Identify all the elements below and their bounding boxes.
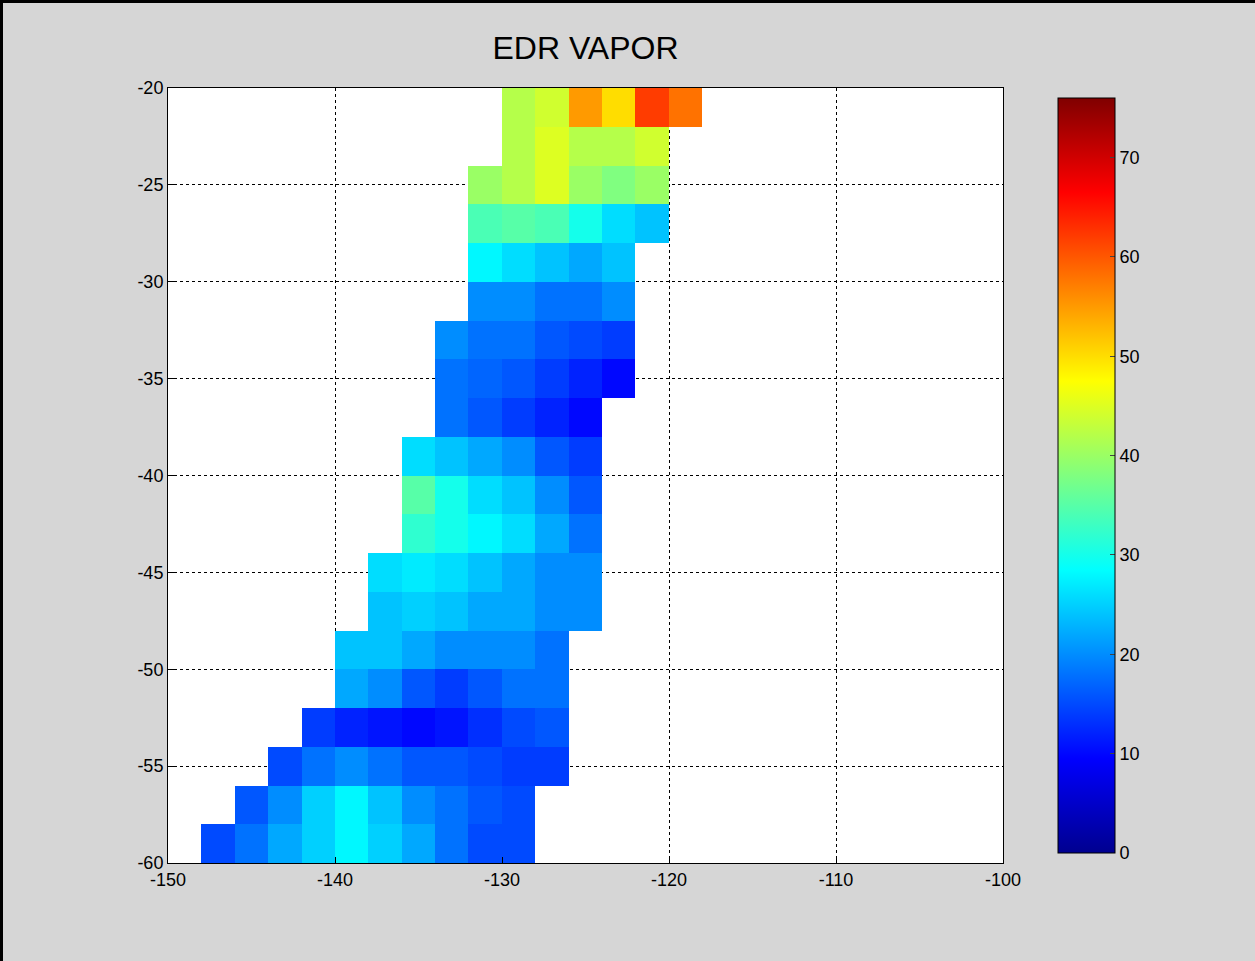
- svg-text:20: 20: [1120, 645, 1140, 665]
- svg-text:0: 0: [1120, 843, 1130, 863]
- svg-text:-35: -35: [137, 369, 163, 389]
- svg-text:-45: -45: [137, 563, 163, 583]
- svg-text:-140: -140: [317, 870, 353, 890]
- svg-text:-60: -60: [137, 853, 163, 873]
- svg-text:-110: -110: [819, 870, 854, 890]
- svg-text:30: 30: [1120, 545, 1140, 565]
- svg-text:-30: -30: [137, 272, 163, 292]
- svg-text:10: 10: [1120, 744, 1140, 764]
- svg-text:EDR VAPOR: EDR VAPOR: [492, 30, 678, 66]
- svg-text:-25: -25: [137, 175, 163, 195]
- svg-text:-20: -20: [137, 78, 163, 98]
- svg-text:-100: -100: [985, 870, 1021, 890]
- svg-text:-50: -50: [137, 660, 163, 680]
- svg-text:-40: -40: [137, 466, 163, 486]
- svg-text:-120: -120: [651, 870, 687, 890]
- svg-text:40: 40: [1120, 446, 1140, 466]
- svg-text:60: 60: [1120, 247, 1140, 267]
- svg-text:50: 50: [1120, 347, 1140, 367]
- svg-text:-130: -130: [484, 870, 520, 890]
- svg-text:70: 70: [1120, 148, 1140, 168]
- svg-text:-55: -55: [137, 756, 163, 776]
- svg-text:-150: -150: [150, 870, 186, 890]
